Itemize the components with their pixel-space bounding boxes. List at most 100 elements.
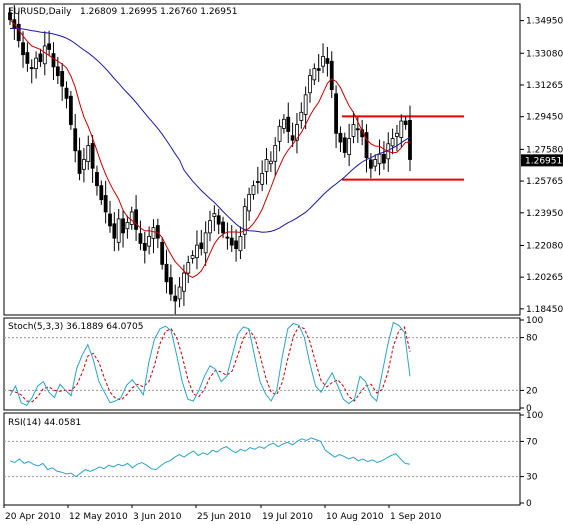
candle-body — [68, 95, 73, 125]
candle-body — [82, 159, 86, 170]
candle-body — [399, 120, 404, 138]
candle-body — [273, 145, 278, 162]
candle-body — [321, 56, 325, 67]
price-tick-label: 1.29450 — [526, 113, 563, 123]
candle-body — [403, 120, 408, 125]
stochastic-header: Stoch(5,3,3) 36.1889 64.0705 — [8, 322, 143, 332]
candle-body — [125, 221, 130, 230]
candle-body — [108, 213, 112, 227]
current-price-label: 1.26951 — [525, 156, 562, 166]
candle-body — [142, 242, 147, 251]
candle-body — [325, 58, 330, 64]
candle-body — [216, 215, 221, 225]
candle-body — [112, 223, 117, 239]
candle-body — [212, 213, 217, 217]
candle-body — [182, 272, 186, 292]
candle-body — [316, 68, 321, 71]
price-tick-label: 1.31265 — [526, 81, 563, 91]
candle-body — [103, 195, 108, 213]
stochastic-signal-line — [9, 325, 411, 403]
candle-body — [290, 135, 295, 141]
osc-tick-label: 0 — [526, 499, 532, 509]
candle-body — [147, 235, 152, 247]
candle-body — [38, 53, 43, 63]
candle-body — [312, 68, 317, 81]
candle-body — [60, 71, 65, 87]
candle-body — [299, 111, 304, 121]
stochastic-main-line — [9, 321, 411, 407]
price-panel[interactable]: EURUSD,Daily 1.26809 1.26995 1.26760 1.2… — [3, 3, 563, 316]
candle-body — [90, 143, 95, 169]
candle-body — [408, 119, 412, 160]
price-tick-label: 1.25765 — [526, 177, 563, 187]
candle-body — [73, 128, 78, 152]
time-tick-label: 10 Aug 2010 — [326, 512, 384, 522]
candle-body — [203, 232, 208, 254]
candle-body — [29, 67, 34, 70]
stochastic-panel[interactable]: Stoch(5,3,3) 36.1889 64.0705 100 80 20 0 — [3, 316, 543, 414]
current-price-marker: 1.26951 — [521, 154, 563, 167]
price-tick-label: 1.18450 — [526, 305, 563, 315]
candle-body — [99, 185, 104, 201]
candle-body — [373, 159, 378, 167]
candle-body — [347, 138, 352, 156]
candle-body — [382, 153, 386, 164]
osc-tick-label: 30 — [526, 473, 538, 483]
candle-body — [129, 211, 134, 225]
candle-body — [329, 60, 334, 91]
candle-body — [351, 124, 356, 137]
stochastic-panel-frame — [3, 317, 521, 411]
candle-body — [42, 45, 47, 65]
rsi-panel[interactable]: RSI(14) 44.0581 100 70 30 0 — [3, 411, 543, 509]
candle-body — [255, 181, 260, 183]
candle-body — [334, 93, 338, 134]
candle-body — [199, 242, 204, 250]
candle-body — [251, 185, 256, 195]
rsi-line — [9, 437, 411, 478]
time-tick-label: 12 May 2010 — [69, 512, 128, 522]
candle-body — [168, 277, 173, 295]
candle-body — [268, 160, 273, 165]
time-tick-label: 19 Jul 2010 — [262, 512, 313, 522]
candle-body — [47, 43, 52, 50]
candle-body — [151, 227, 156, 239]
candle-body — [247, 194, 252, 212]
candle-body — [208, 220, 212, 234]
candle-body — [160, 241, 165, 265]
price-panel-ohlc: 1.26809 1.26995 1.26760 1.26951 — [80, 7, 237, 17]
candle-body — [308, 75, 312, 94]
candle-body — [264, 159, 269, 172]
osc-tick-label: 100 — [526, 411, 543, 421]
osc-tick-label: 20 — [526, 386, 538, 396]
candle-body — [355, 128, 360, 131]
price-tick-label: 1.23950 — [526, 209, 563, 219]
candle-body — [164, 263, 169, 283]
time-tick-label: 25 Jun 2010 — [197, 512, 251, 522]
candle-body — [277, 125, 282, 142]
candle-body — [16, 23, 21, 42]
candle-body — [225, 236, 230, 239]
candle-body — [138, 233, 143, 244]
candle-body — [390, 138, 395, 147]
candle-body — [86, 145, 91, 162]
candle-body — [77, 150, 82, 174]
candle-body — [286, 116, 291, 132]
osc-tick-label: 70 — [526, 437, 538, 447]
time-tick-label: 20 Apr 2010 — [5, 512, 61, 522]
price-tick-label: 1.20265 — [526, 273, 563, 283]
candle-body — [173, 295, 178, 302]
time-tick-label: 1 Sep 2010 — [390, 512, 442, 522]
price-y-axis: 1.34950 1.33080 1.31265 1.29450 1.27580 1.257… — [520, 17, 563, 315]
current-price-box — [521, 154, 563, 167]
candle-body — [395, 132, 399, 137]
osc-tick-label: 80 — [526, 334, 538, 344]
osc-tick-label: 100 — [526, 316, 543, 326]
candle-body — [186, 262, 191, 274]
time-tick-label: 3 Jun 2010 — [133, 512, 182, 522]
time-x-axis: 20 Apr 2010 12 May 2010 3 Jun 2010 25 Jun 2… — [3, 505, 442, 522]
candle-body — [368, 159, 373, 169]
candle-body — [116, 218, 121, 243]
candle-body — [234, 240, 238, 250]
horizontal-levels[interactable] — [342, 115, 464, 181]
